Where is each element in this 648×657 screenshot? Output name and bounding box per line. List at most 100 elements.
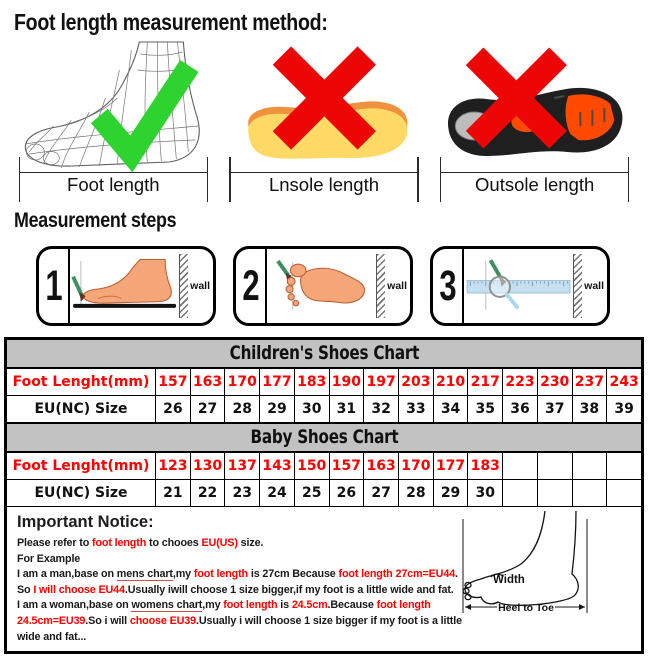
outsole-length-label: Outsole length [475,174,595,195]
magnifier-icon [488,275,511,298]
insole-length-label: Lnsole length [268,174,380,195]
notice-heading: Important Notice: [17,513,154,531]
table-cell: 243 [606,369,641,396]
table-cell: 29 [432,480,468,507]
table-cell: 33 [398,396,433,423]
table-cell: 36 [502,396,537,423]
table-cell: 183 [467,453,503,480]
table-cell: 170 [224,369,260,396]
heel-to-toe-label: Heel to Toe [498,602,554,614]
insole-length-art [219,40,430,172]
children-eu-size-row-label: EU(NC) Size [7,396,155,423]
table-cell: 31 [328,396,364,423]
method-foot-length: Foot length [8,40,219,202]
table-cell [606,480,641,507]
table-cell: 237 [571,369,607,396]
notice-line: So I will choose EU44.Usually iwill choo… [17,583,454,596]
notice-line: Please refer to foot length to chooes EU… [17,537,264,549]
table-cell: 38 [571,396,607,423]
table-cell: 223 [502,369,537,396]
footprint-pencil-icon [276,259,366,310]
step-2-scene [267,249,376,323]
notice-line: 24.5cm=EU39.So i will choose EU39.Usuall… [17,614,462,627]
cross-icon [272,46,376,150]
table-cell: 217 [467,369,503,396]
table-cell: 197 [363,369,398,396]
check-icon [90,59,199,173]
table-cell: 30 [293,396,329,423]
pencil-icon [71,275,84,297]
step-3-wall: wall [573,249,607,323]
table-cell: 150 [293,453,329,480]
table-cell [536,453,572,480]
table-cell: 37 [536,396,572,423]
table-cell: 30 [467,480,503,507]
table-cell: 183 [293,369,329,396]
table-cell: 130 [189,453,225,480]
foot-wireframe-icon [24,41,200,173]
wall-label: wall [387,280,407,292]
table-cell: 22 [189,480,225,507]
table-cell [606,453,641,480]
table-cell [571,453,607,480]
notice-line: wide and fat... [17,630,87,643]
foot-length-bracket: Foot length [18,157,209,202]
method-insole-length: Lnsole length [219,40,430,202]
table-cell [502,453,537,480]
size-chart-block: Children's Shoes Chart Foot Lenght(mm) 1… [4,337,644,655]
step-3: 3 wall [430,246,610,326]
table-cell: 34 [432,396,468,423]
table-cell: 24 [259,480,294,507]
table-cell: 190 [328,369,364,396]
table-cell: 26 [328,480,364,507]
table-cell: 157 [155,369,190,396]
wall-hatch-icon [179,254,189,318]
table-cell: 25 [293,480,329,507]
table-cell: 137 [224,453,260,480]
cross-icon [466,47,568,149]
table-cell: 177 [259,369,294,396]
foot-measure-diagram: Width Heel to Toe [459,509,593,639]
children-foot-length-row-label: Foot Lenght(mm) [7,369,155,396]
wall-hatch-icon [573,254,583,318]
width-label: Width [493,574,525,586]
foot-length-art [8,40,219,173]
size-chart-grid: Children's Shoes Chart Foot Lenght(mm) 1… [7,340,641,507]
notice-line: I am a woman,base on womens chart,my foo… [17,599,431,613]
pencil-icon [276,259,290,277]
wall-label: wall [584,280,604,292]
table-cell: 39 [606,396,641,423]
table-cell: 170 [398,453,433,480]
outsole-length-art [429,40,640,172]
ruler-icon [466,280,571,294]
step-2-wall: wall [376,249,410,323]
page-title: Foot length measurement method: [14,9,328,35]
table-cell: 29 [259,396,294,423]
table-cell: 157 [328,453,364,480]
step-1-scene [70,249,179,323]
table-cell: 123 [155,453,190,480]
step-3-number: 3 [433,249,464,323]
steps-heading: Measurement steps [14,209,177,232]
ruler-magnifier-icon [466,259,571,310]
table-cell: 163 [189,369,225,396]
step-2-number: 2 [236,249,267,323]
wall-label: wall [190,280,210,292]
foot-outline-icon: Width Heel to Toe [462,510,588,614]
table-cell: 35 [467,396,503,423]
table-cell: 230 [536,369,572,396]
insole-length-bracket: Lnsole length [229,157,419,202]
table-cell: 163 [363,453,398,480]
table-cell: 26 [155,396,190,423]
table-cell: 177 [432,453,468,480]
measurement-methods-row: Foot length Lnsole length [8,40,640,202]
step-3-scene [464,249,573,323]
outsole-icon [448,47,623,156]
foot-length-label: Foot length [67,174,160,195]
table-cell: 28 [224,396,260,423]
table-cell: 23 [224,480,260,507]
table-cell: 28 [398,480,433,507]
table-cell: 27 [189,396,225,423]
baby-foot-length-row-label: Foot Lenght(mm) [7,453,155,480]
notice-line: For Example [17,552,81,565]
